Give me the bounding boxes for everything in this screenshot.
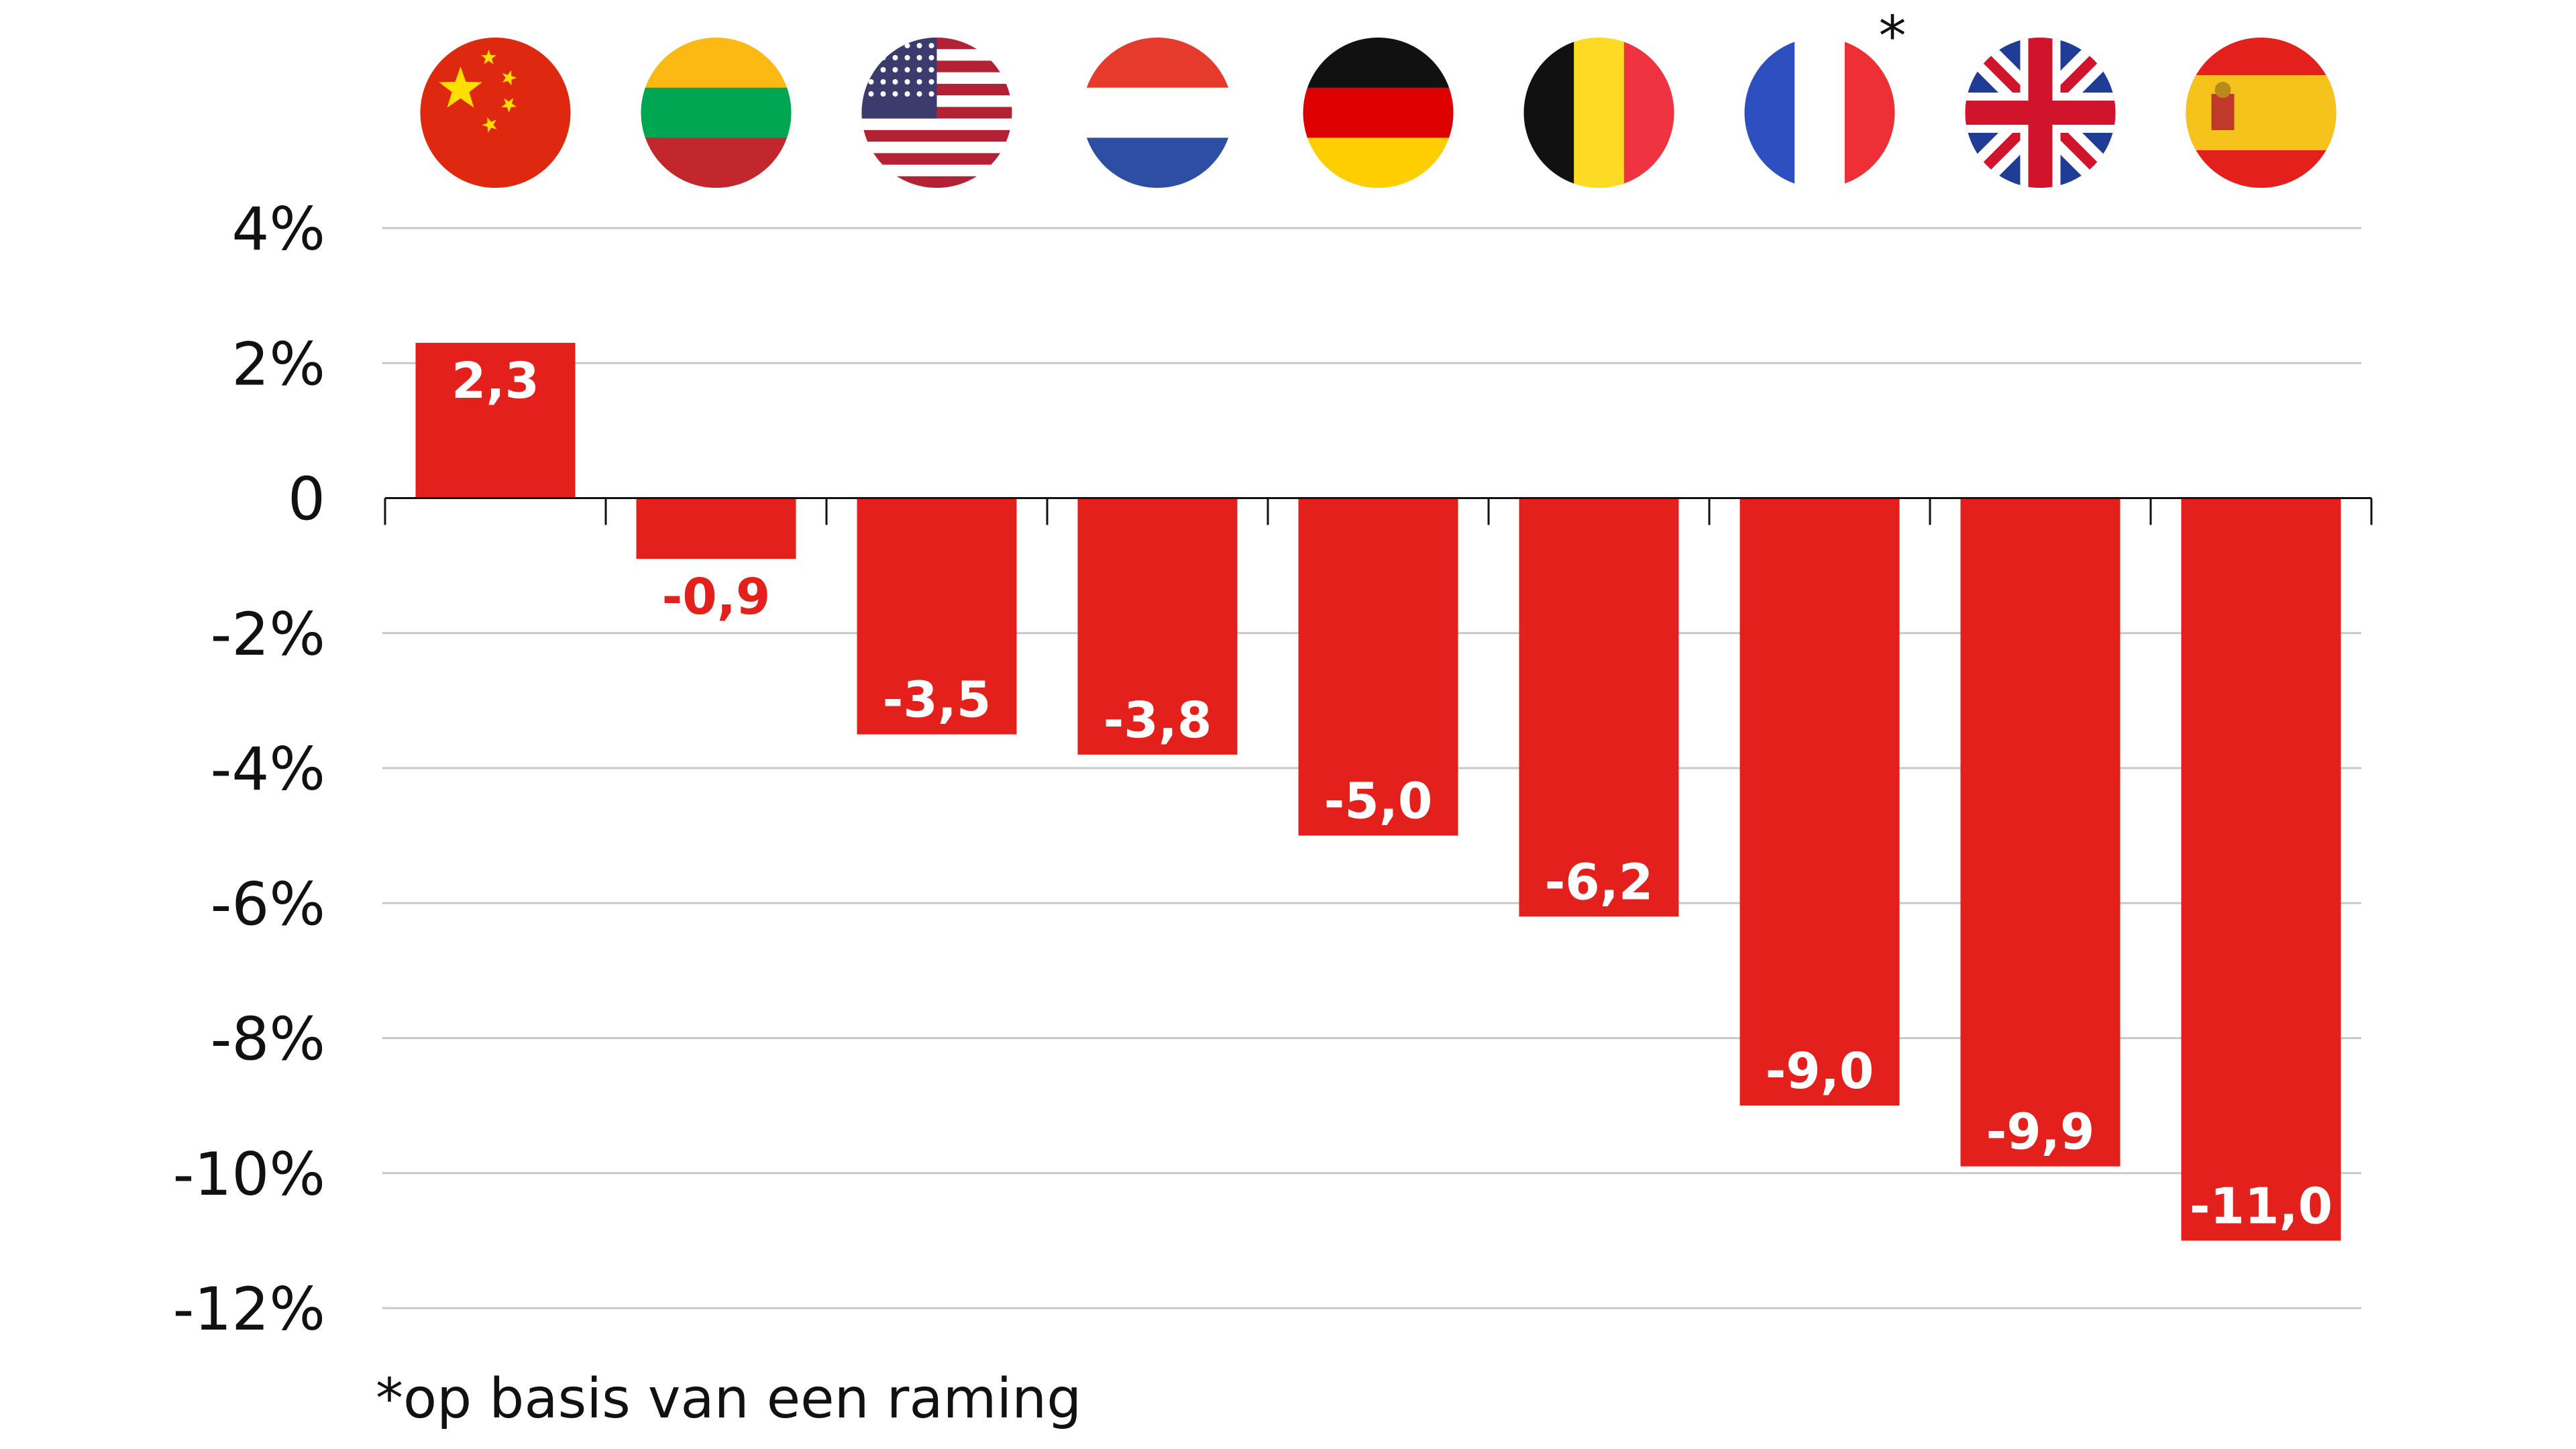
estimate-asterisk: * xyxy=(1879,5,1907,68)
bars xyxy=(415,343,2341,1241)
y-tick-label: -8% xyxy=(211,1005,325,1074)
y-axis-tick-labels: 4% 2% 0 -2% -4% -6% -8% -10% -12% xyxy=(173,195,325,1344)
bar-value-label: 2,3 xyxy=(451,352,539,410)
bar xyxy=(1519,498,1679,917)
bar-value-label: -0,9 xyxy=(662,568,771,626)
footnote: *op basis van een raming xyxy=(376,1367,1081,1431)
china-flag-icon xyxy=(420,38,571,188)
uk-flag-icon xyxy=(1965,38,2116,188)
netherlands-flag-icon xyxy=(1082,38,1233,188)
y-tick-label: -10% xyxy=(173,1140,325,1209)
bar-value-label: -6,2 xyxy=(1545,853,1654,911)
zero-axis xyxy=(384,497,2373,525)
y-tick-label: 4% xyxy=(231,195,325,264)
germany-flag-icon xyxy=(1303,38,1454,188)
y-tick-label: -6% xyxy=(211,869,325,938)
bar xyxy=(1960,498,2121,1167)
y-tick-label: -4% xyxy=(211,735,325,804)
bar xyxy=(2181,498,2341,1241)
y-tick-label: -2% xyxy=(211,600,325,669)
bar xyxy=(636,498,796,559)
bar-value-label: -5,0 xyxy=(1324,773,1433,830)
usa-flag-icon xyxy=(861,38,1012,188)
bar xyxy=(415,343,576,498)
lithuania-flag-icon xyxy=(641,38,792,188)
y-tick-label: 2% xyxy=(231,329,325,398)
bar-value-label: -9,0 xyxy=(1766,1042,1874,1100)
bar xyxy=(1298,498,1458,836)
y-tick-label: -12% xyxy=(173,1275,325,1344)
bar-value-label: -9,9 xyxy=(1986,1104,2095,1161)
country-flags xyxy=(420,38,2337,188)
bar-value-label: -11,0 xyxy=(2190,1177,2332,1235)
bar-value-label: -3,5 xyxy=(883,672,991,729)
bar-value-labels: 2,3 -0,9 -3,5 -3,8 -5,0 -6,2 -9,0 -9,9 -11,0 xyxy=(451,352,2332,1235)
spain-flag-icon xyxy=(2186,38,2337,188)
bar xyxy=(1077,498,1238,755)
bar xyxy=(857,498,1017,735)
france-flag-icon xyxy=(1744,38,1895,188)
belgium-flag-icon xyxy=(1523,38,1674,188)
bar-value-label: -3,8 xyxy=(1104,692,1212,749)
bar xyxy=(1739,498,1900,1106)
y-tick-label: 0 xyxy=(288,465,325,534)
